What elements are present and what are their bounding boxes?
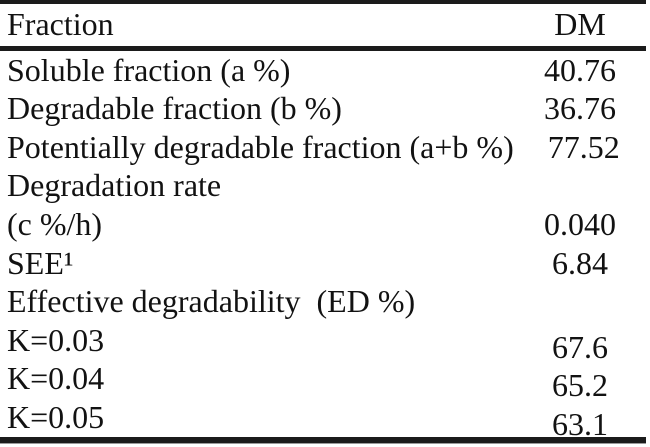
row-value: 0.040: [544, 206, 616, 243]
row-value: 65.2: [552, 367, 608, 404]
row-label: K=0.05: [7, 399, 105, 436]
table-top-rule: [0, 0, 646, 4]
table-row: Degradable fraction (b %) 36.76: [0, 90, 650, 129]
table-row: K=0.03 67.6: [0, 321, 650, 364]
row-value: 40.76: [544, 51, 616, 88]
row-label: Soluble fraction (a %): [7, 51, 291, 88]
table-row: K=0.04 65.2: [0, 360, 650, 403]
table-row: Effective degradability (ED %): [0, 283, 650, 322]
table-row: SEE¹ 6.84: [0, 244, 650, 283]
row-label: SEE¹: [7, 244, 74, 281]
row-label: Degradable fraction (b %): [7, 90, 342, 127]
row-label: K=0.03: [7, 321, 105, 358]
row-value: 6.84: [552, 244, 608, 281]
table-bottom-rule: [0, 437, 646, 443]
header-dm: DM: [554, 6, 606, 43]
row-label: (c %/h): [7, 206, 103, 243]
table-header-row: Fraction DM: [0, 4, 650, 46]
row-value: 77.52: [547, 128, 620, 165]
row-value: 63.1: [552, 406, 608, 443]
table-body: Soluble fraction (a %) 40.76 Degradable …: [0, 51, 650, 442]
row-label: K=0.04: [7, 360, 105, 397]
table-row: K=0.05 63.1: [0, 398, 650, 441]
table-row: (c %/h) 0.040: [0, 205, 650, 244]
table-row: Degradation rate: [0, 167, 650, 206]
row-value: 67.6: [552, 328, 608, 365]
row-label: Degradation rate: [7, 167, 222, 204]
row-label: Effective degradability (ED %): [7, 283, 416, 320]
table-row: Potentially degradable fraction (a+b %) …: [0, 128, 650, 167]
table-header-rule: [0, 46, 646, 51]
row-value: 36.76: [544, 90, 616, 127]
header-fraction: Fraction: [7, 6, 114, 43]
row-label: Potentially degradable fraction (a+b %): [7, 128, 514, 165]
table-row: Soluble fraction (a %) 40.76: [0, 51, 650, 90]
